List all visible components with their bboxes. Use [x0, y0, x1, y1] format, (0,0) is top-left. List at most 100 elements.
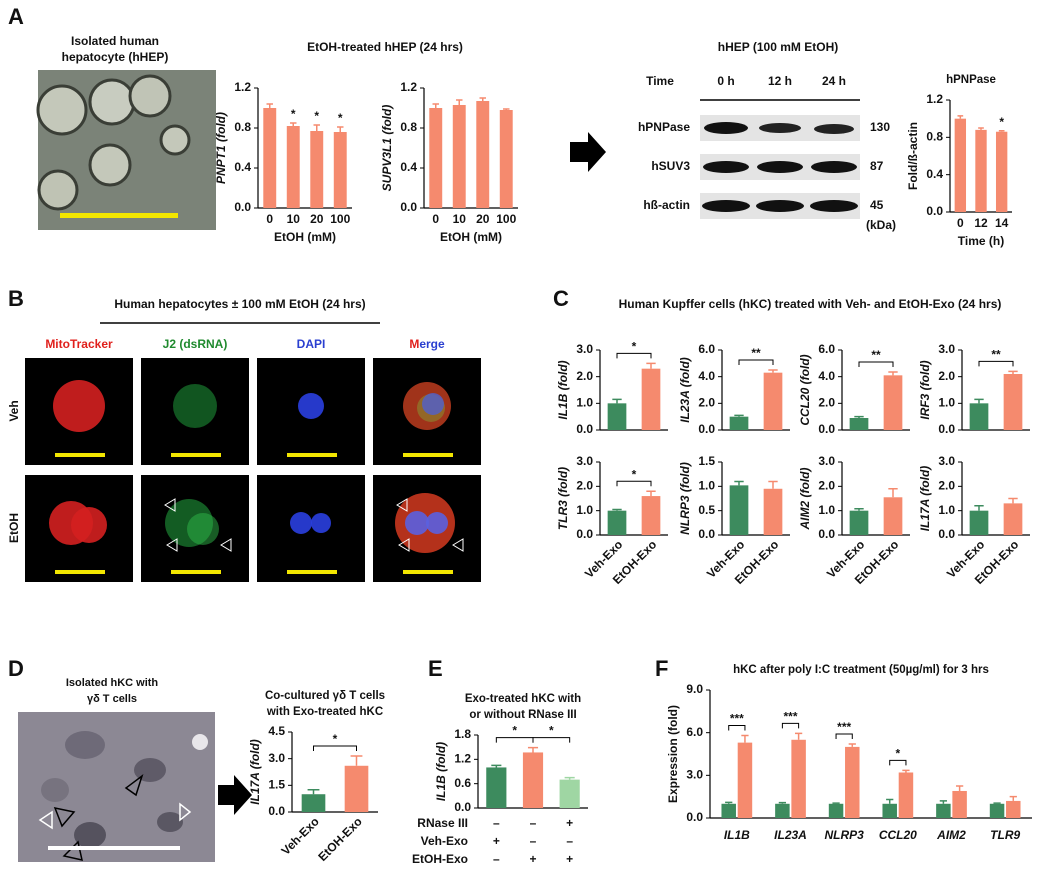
y-tick-label: 0.0 — [818, 527, 835, 541]
blot-band — [814, 124, 854, 134]
bar — [954, 118, 967, 212]
y-tick-label: 3.0 — [818, 454, 835, 468]
error-bar — [734, 414, 744, 417]
significance-label: * — [512, 724, 517, 738]
cell — [37, 169, 79, 211]
significance-label: * — [895, 747, 900, 761]
bar — [721, 803, 736, 818]
panel-letter: B — [8, 286, 24, 311]
arrowhead — [179, 802, 192, 822]
error-bar — [768, 480, 778, 489]
blot-size: 45 — [870, 198, 884, 212]
bar — [975, 129, 987, 212]
western-blot: hHEP (100 mM EtOH) Time 0 h 12 h 24 h hP… — [638, 40, 896, 232]
bar — [263, 108, 277, 208]
cell — [88, 78, 136, 126]
y-tick-label: 0.0 — [454, 800, 471, 814]
arrowhead — [396, 498, 408, 512]
significance-bracket — [495, 737, 534, 743]
error-bar — [612, 508, 622, 511]
arrowhead — [452, 538, 464, 552]
bar — [737, 742, 753, 818]
bar — [1003, 503, 1023, 535]
chart-title: hPNPase — [946, 74, 996, 86]
error-bar — [646, 362, 656, 369]
treatment-table: RNase III – – + Veh-Exo + – – EtOH-Exo – + + — [412, 816, 573, 866]
bar — [729, 485, 749, 535]
significance-bracket — [313, 745, 357, 751]
bar — [849, 510, 869, 535]
y-axis-label: AIM2 (fold) — [798, 468, 812, 531]
y-tick-label: 4.0 — [698, 369, 715, 383]
significance-bracket — [781, 722, 800, 729]
cell-signal — [187, 513, 219, 545]
error-bar — [768, 369, 778, 373]
cell — [192, 734, 208, 750]
y-tick-label: 0.0 — [938, 527, 955, 541]
significance-label: ** — [751, 346, 761, 360]
micrograph — [36, 70, 216, 230]
error-bar — [337, 126, 344, 132]
panel-letter: D — [8, 656, 24, 681]
table-row-label: EtOH-Exo — [412, 852, 468, 866]
bar — [641, 368, 661, 430]
channel-label-part: erge — [419, 337, 445, 351]
x-tick-label: 12 — [974, 216, 988, 230]
panel-letter: A — [8, 4, 24, 29]
cell-signal — [422, 393, 444, 415]
panel-title: Human hepatocytes ± 100 mM EtOH (24 hrs) — [114, 297, 365, 311]
micrograph — [18, 712, 215, 862]
y-tick-label: 1.5 — [268, 778, 285, 792]
y-axis-label: IL17A (fold) — [918, 466, 932, 532]
significance-label: ** — [991, 348, 1001, 362]
y-tick-label: 0.0 — [926, 204, 943, 218]
x-axis-label: Time (h) — [958, 234, 1004, 248]
error-bar — [957, 115, 964, 119]
y-tick-label: 0.8 — [400, 120, 417, 134]
significance-bracket — [616, 352, 652, 359]
table-sign: + — [529, 852, 536, 866]
cell-signal — [298, 393, 324, 419]
cell-signal — [311, 513, 331, 533]
bar — [898, 772, 914, 818]
arrowhead — [164, 498, 176, 512]
y-tick-label: 3.0 — [938, 454, 955, 468]
y-tick-label: 2.0 — [576, 369, 593, 383]
y-axis-label: IL23A (fold) — [678, 357, 692, 423]
error-bar — [734, 480, 744, 486]
bar — [828, 803, 844, 818]
scale-bar — [287, 453, 337, 457]
table-sign: – — [530, 834, 537, 848]
significance-bracket — [532, 737, 571, 743]
bar — [1003, 374, 1023, 430]
panel-letter: C — [553, 286, 569, 311]
y-axis-label: PNPT1 (fold) — [214, 112, 228, 184]
y-tick-label: 1.2 — [454, 752, 471, 766]
y-tick-label: 1.2 — [926, 92, 943, 106]
image-caption: hepatocyte (hHEP) — [62, 50, 169, 64]
y-tick-label: 1.0 — [938, 503, 955, 517]
y-tick-label: 6.0 — [698, 342, 715, 356]
error-bar — [888, 371, 898, 376]
y-tick-label: 0.6 — [454, 776, 471, 790]
significance-label: * — [338, 111, 343, 125]
arrowhead — [124, 773, 144, 797]
scale-bar — [403, 570, 453, 574]
condition-label: Veh — [7, 400, 21, 421]
bar — [522, 752, 544, 808]
bar — [989, 803, 1005, 818]
table-sign: – — [493, 852, 500, 866]
bar — [849, 418, 869, 430]
error-bar — [902, 769, 910, 773]
blot-band — [704, 122, 748, 134]
table-sign: – — [493, 816, 500, 830]
blot-lane-label: 24 h — [822, 74, 846, 88]
error-bar — [978, 127, 984, 130]
blot-band — [703, 161, 749, 173]
error-bar — [741, 734, 749, 743]
blot-band — [756, 200, 804, 212]
chart-title: Co-cultured γδ T cells — [265, 690, 385, 702]
y-tick-label: 0.4 — [234, 160, 251, 174]
error-bar — [778, 801, 787, 804]
bar — [1006, 800, 1021, 818]
